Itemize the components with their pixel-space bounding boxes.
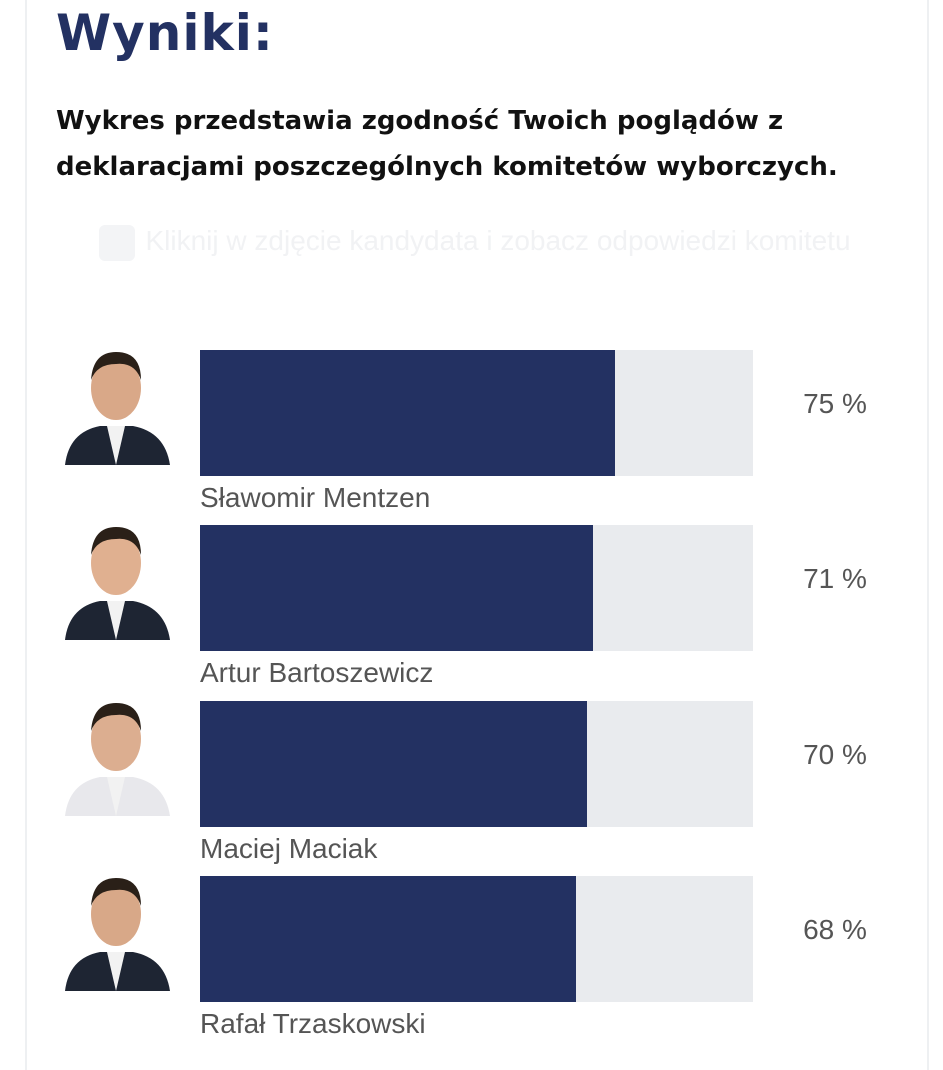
bar (200, 701, 588, 827)
candidate-photo[interactable] (55, 340, 178, 465)
candidate-row: 75 % Sławomir Mentzen (0, 350, 943, 526)
candidate-name: Sławomir Mentzen (200, 482, 431, 513)
percentage-label: 68 % (803, 914, 867, 945)
bar (200, 350, 615, 476)
candidate-row: 68 % Rafał Trzaskowski (0, 876, 943, 1052)
candidate-photo[interactable] (55, 866, 178, 991)
candidate-name: Rafał Trzaskowski (200, 1008, 426, 1039)
candidate-photo[interactable] (55, 691, 178, 816)
bar (200, 876, 577, 1002)
bar-track (200, 876, 753, 1002)
candidate-name: Maciej Maciak (200, 833, 378, 864)
pointer-hand-icon (99, 224, 136, 261)
bar-track (200, 701, 753, 827)
percentage-label: 71 % (803, 563, 867, 594)
page-title: Wyniki: (56, 4, 274, 62)
bar-track (200, 350, 753, 476)
candidate-photo[interactable] (55, 515, 178, 640)
bar (200, 525, 593, 651)
page-subtitle: Wykres przedstawia zgodność Twoich poglą… (56, 106, 838, 182)
results-card (25, 0, 929, 1070)
hint-text: Kliknij w zdjęcie kandydata i zobacz odp… (145, 225, 851, 256)
candidate-row: 70 % Maciej Maciak (0, 701, 943, 877)
percentage-label: 75 % (803, 388, 867, 419)
candidate-name: Artur Bartoszewicz (200, 657, 434, 688)
hint-text-container: Kliknij w zdjęcie kandydata i zobacz odp… (90, 218, 860, 264)
candidate-row: 71 % Artur Bartoszewicz (0, 525, 943, 701)
percentage-label: 70 % (803, 739, 867, 770)
bar-track (200, 525, 753, 651)
